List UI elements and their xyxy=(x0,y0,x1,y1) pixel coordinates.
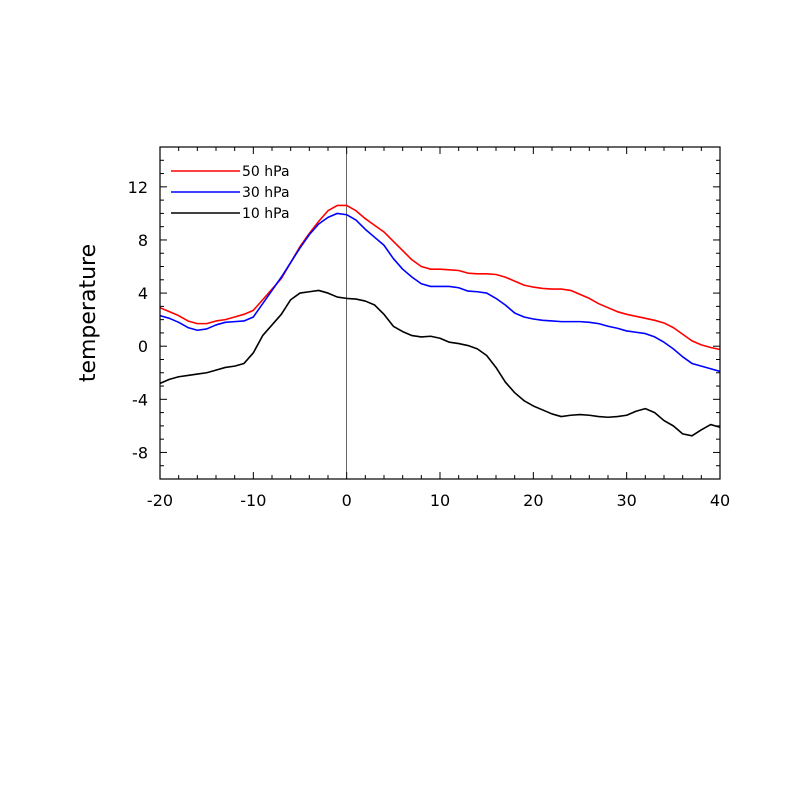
y-tick-label: 0 xyxy=(138,337,148,356)
x-tick-label: -10 xyxy=(240,491,266,510)
y-tick-label: 12 xyxy=(128,178,148,197)
x-tick-label: -20 xyxy=(147,491,173,510)
series-lines xyxy=(159,204,721,437)
x-tick-label: 0 xyxy=(342,491,352,510)
series-line-2 xyxy=(159,212,721,373)
y-tick-label: -8 xyxy=(132,443,148,462)
y-axis-title: temperature xyxy=(76,244,101,382)
y-tick-label: -4 xyxy=(132,390,148,409)
x-tick-label: 10 xyxy=(430,491,450,510)
axis-tick-labels: -20 -10 0 10 20 30 40 -8 -4 0 4 8 12 xyxy=(128,178,731,510)
legend: 50 hPa 30 hPa 10 hPa xyxy=(171,164,290,222)
axis-ticks xyxy=(159,146,721,480)
legend-label: 30 hPa xyxy=(242,185,290,201)
y-tick-label: 8 xyxy=(138,231,148,250)
legend-label: 10 hPa xyxy=(242,206,290,222)
x-tick-label: 20 xyxy=(523,491,543,510)
x-tick-label: 30 xyxy=(616,491,636,510)
legend-label: 50 hPa xyxy=(242,164,290,180)
y-tick-label: 4 xyxy=(138,284,148,303)
series-line-3 xyxy=(159,289,721,437)
x-tick-label: 40 xyxy=(710,491,730,510)
series-line-1 xyxy=(159,204,721,351)
